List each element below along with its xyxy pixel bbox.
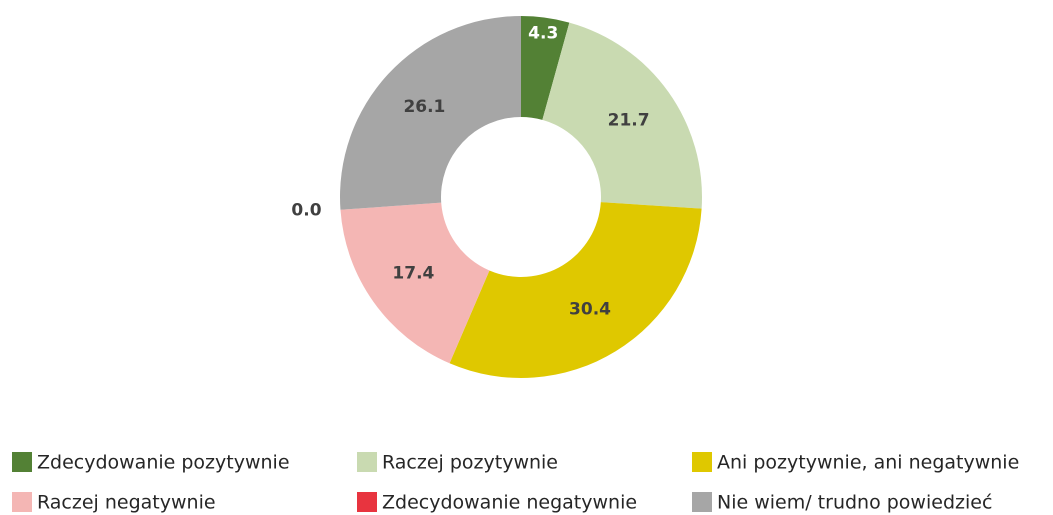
- data-label: 26.1: [403, 97, 445, 117]
- legend-swatch: [357, 452, 377, 472]
- donut-slice: [340, 16, 521, 210]
- data-label: 17.4: [392, 263, 434, 283]
- donut-slice: [521, 16, 570, 120]
- legend-swatch: [692, 452, 712, 472]
- data-label: 30.4: [569, 300, 611, 320]
- legend-swatch: [692, 492, 712, 512]
- donut-slice: [449, 202, 702, 378]
- legend-label: Raczej pozytywnie: [382, 452, 558, 474]
- legend-label: Zdecydowanie negatywnie: [382, 492, 637, 514]
- data-label: 4.3: [528, 24, 558, 44]
- legend-label: Zdecydowanie pozytywnie: [37, 452, 290, 474]
- legend-swatch: [357, 492, 377, 512]
- legend-swatch: [12, 452, 32, 472]
- data-label: 0.0: [291, 201, 321, 221]
- legend-swatch: [12, 492, 32, 512]
- legend-label: Ani pozytywnie, ani negatywnie: [717, 452, 1019, 474]
- donut-slice: [542, 22, 702, 209]
- data-label: 21.7: [608, 111, 650, 131]
- donut-slice: [340, 202, 490, 364]
- legend-label: Raczej negatywnie: [37, 492, 216, 514]
- legend-label: Nie wiem/ trudno powiedzieć: [717, 492, 992, 514]
